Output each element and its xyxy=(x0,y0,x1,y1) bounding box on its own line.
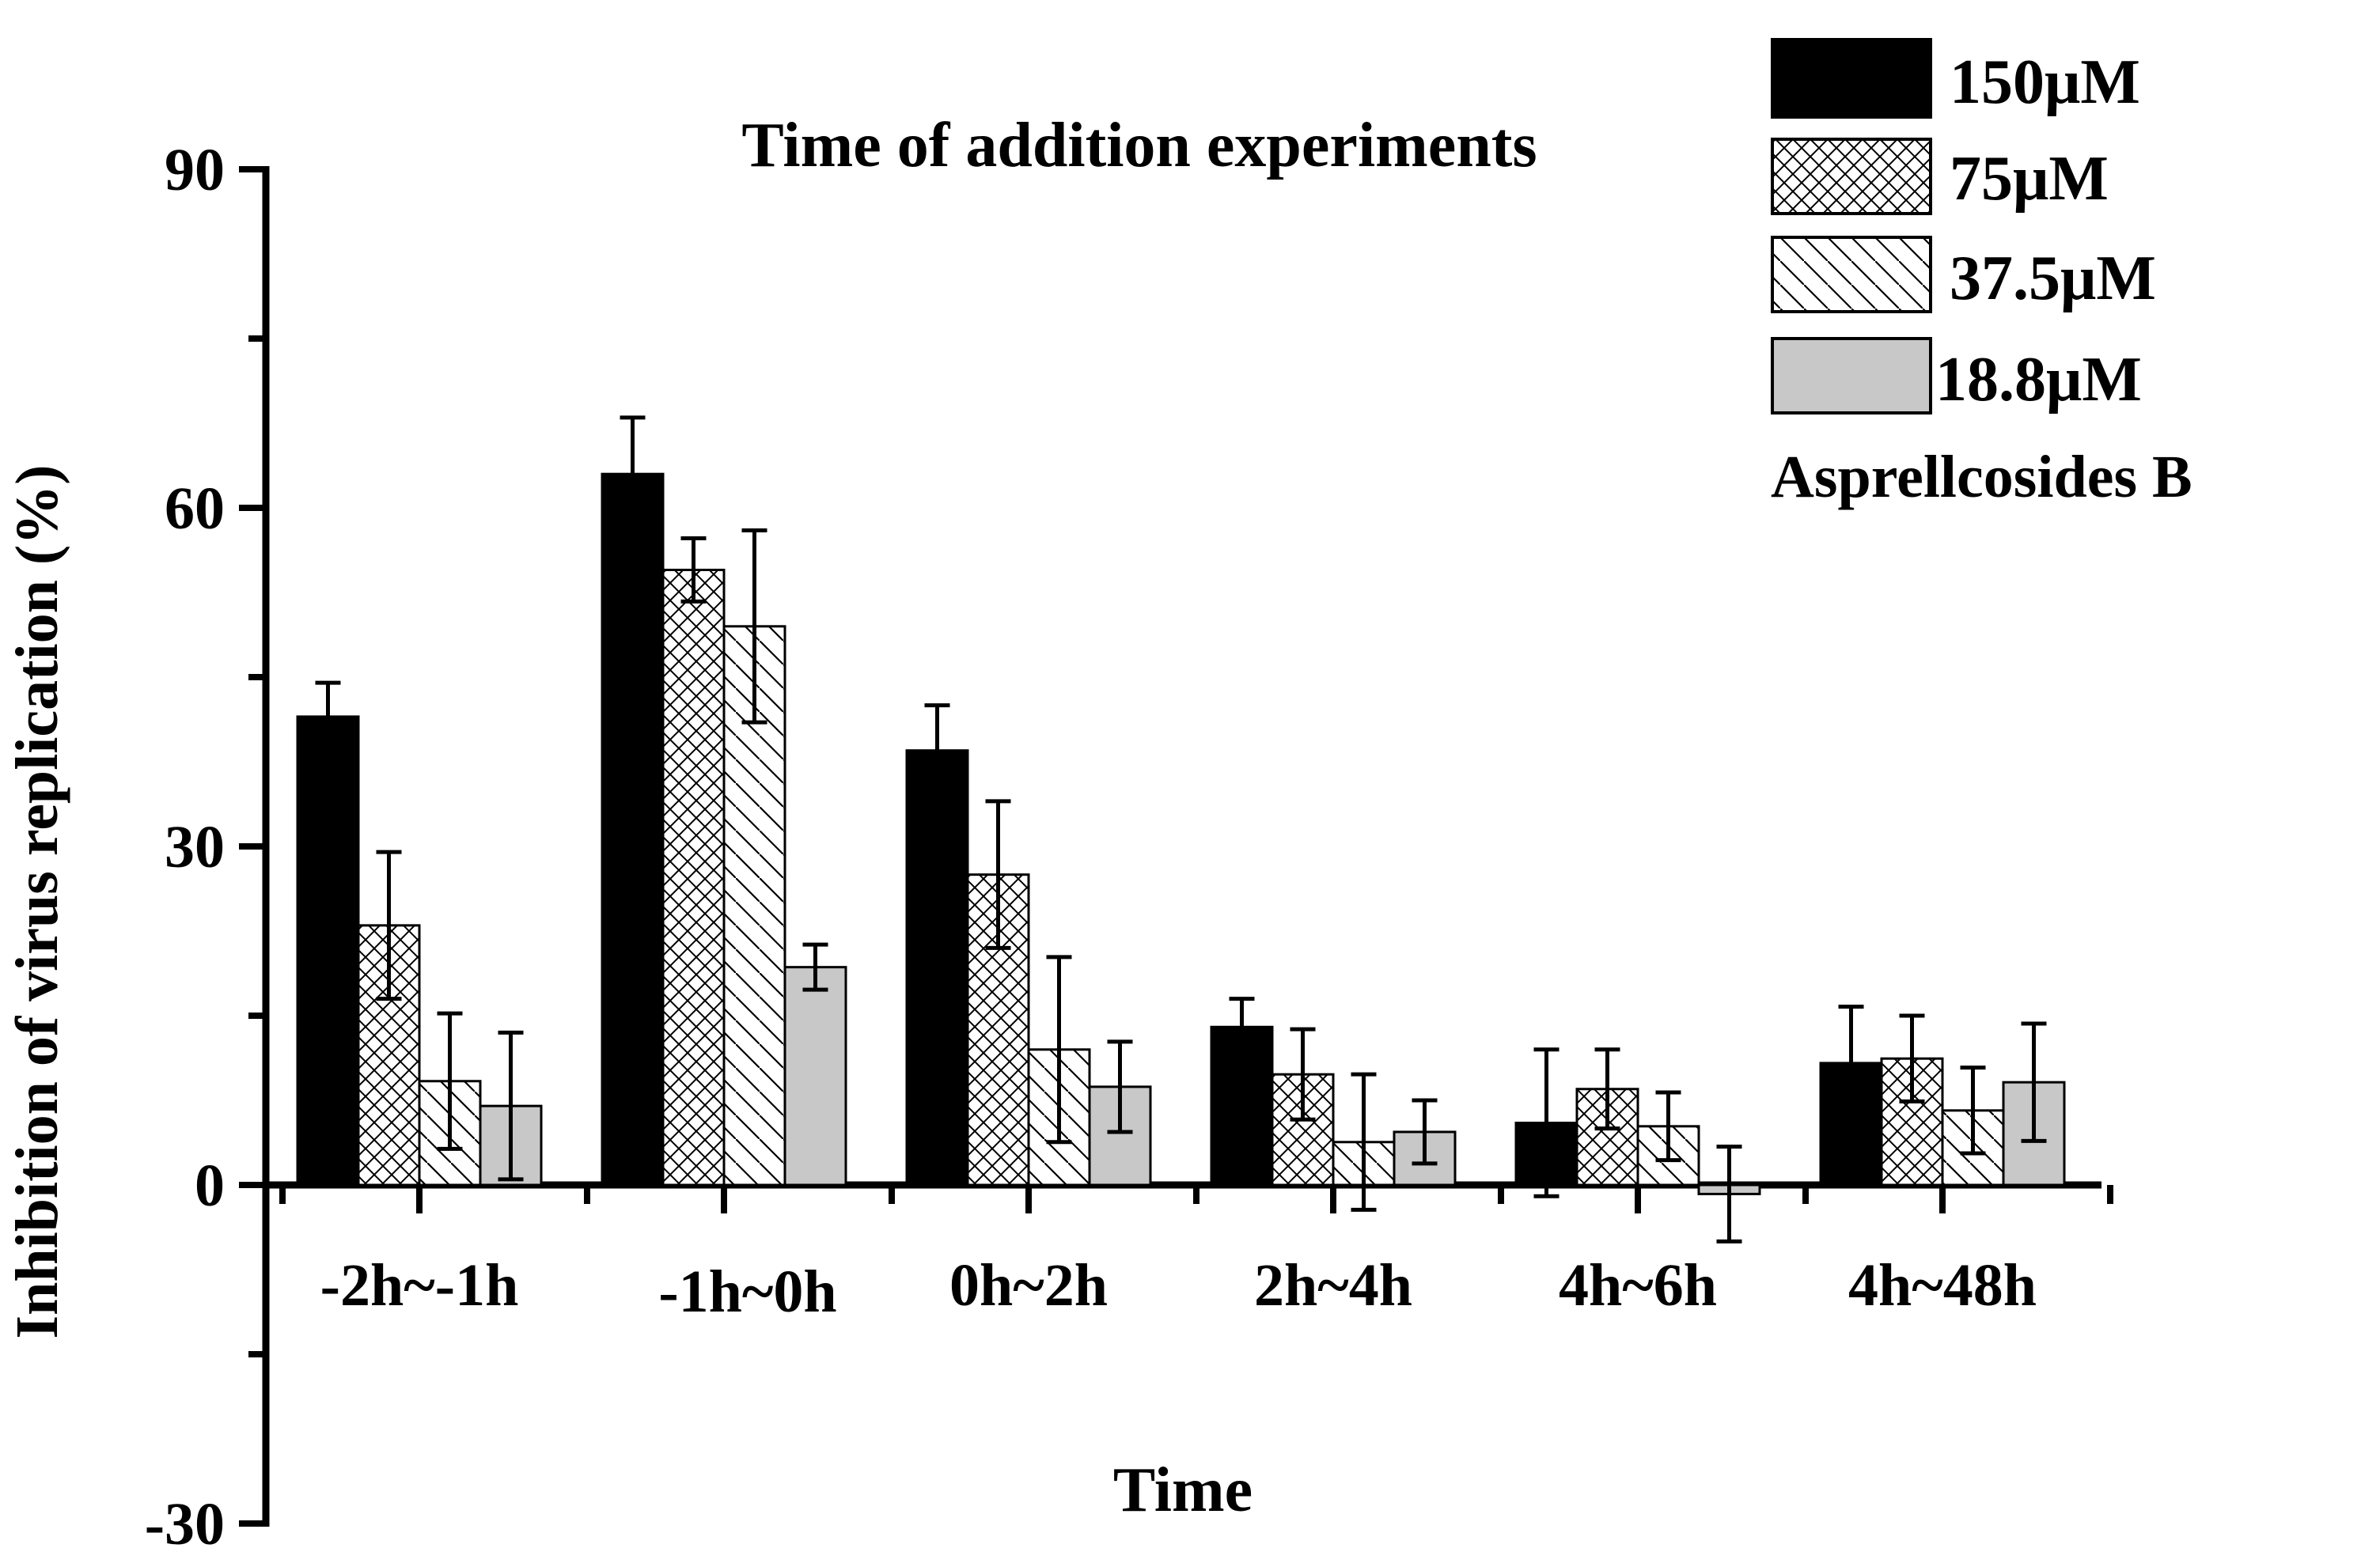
legend-label-150: 150μM xyxy=(1950,47,2140,117)
bar xyxy=(722,625,786,1187)
error-bars-group xyxy=(315,415,2047,1243)
y-tick-label: 30 xyxy=(165,814,225,880)
legend-label-18: 18.8μM xyxy=(1935,345,2142,414)
bar xyxy=(1210,1025,1274,1187)
chart-title: Time of addition experiments xyxy=(741,111,1537,180)
y-tick-label: -30 xyxy=(145,1491,225,1552)
x-tick-label: -1h~0h xyxy=(658,1259,836,1325)
x-tick-label: 2h~4h xyxy=(1254,1252,1412,1319)
x-tick-label: 0h~2h xyxy=(949,1252,1108,1319)
legend: 150μM 75μM 37.5μM 18.8μM Asprellcosides … xyxy=(1771,38,2192,510)
x-tick-label: 4h~48h xyxy=(1848,1252,2037,1319)
legend-swatch-37 xyxy=(1771,236,1932,313)
bar xyxy=(905,749,969,1187)
x-tick-label: 4h~6h xyxy=(1559,1252,1717,1319)
x-tick-label: -2h~-1h xyxy=(320,1252,519,1319)
y-tick-label: 0 xyxy=(195,1153,225,1219)
legend-swatch-150 xyxy=(1771,38,1932,119)
axes: -30 0 30 60 90 xyxy=(145,137,2113,1552)
bar xyxy=(296,715,360,1187)
x-tick-labels: -2h~-1h -1h~0h 0h~2h 2h~4h 4h~6h 4h~48h xyxy=(320,1252,2037,1325)
bar xyxy=(783,966,847,1187)
y-tick-label: 60 xyxy=(165,475,225,542)
y-tick-label: 90 xyxy=(165,137,225,203)
legend-swatch-18 xyxy=(1771,337,1932,414)
legend-label-75: 75μM xyxy=(1950,144,2109,214)
legend-title: Asprellcosides B xyxy=(1771,444,2192,510)
bar xyxy=(601,472,665,1187)
x-axis-label: Time xyxy=(1113,1455,1253,1525)
bars-group xyxy=(296,472,2066,1195)
bar xyxy=(661,568,726,1187)
y-axis-label: Inhibition of virus replication (%) xyxy=(4,465,70,1339)
legend-label-37: 37.5μM xyxy=(1950,244,2156,313)
legend-swatch-75 xyxy=(1771,138,1932,215)
